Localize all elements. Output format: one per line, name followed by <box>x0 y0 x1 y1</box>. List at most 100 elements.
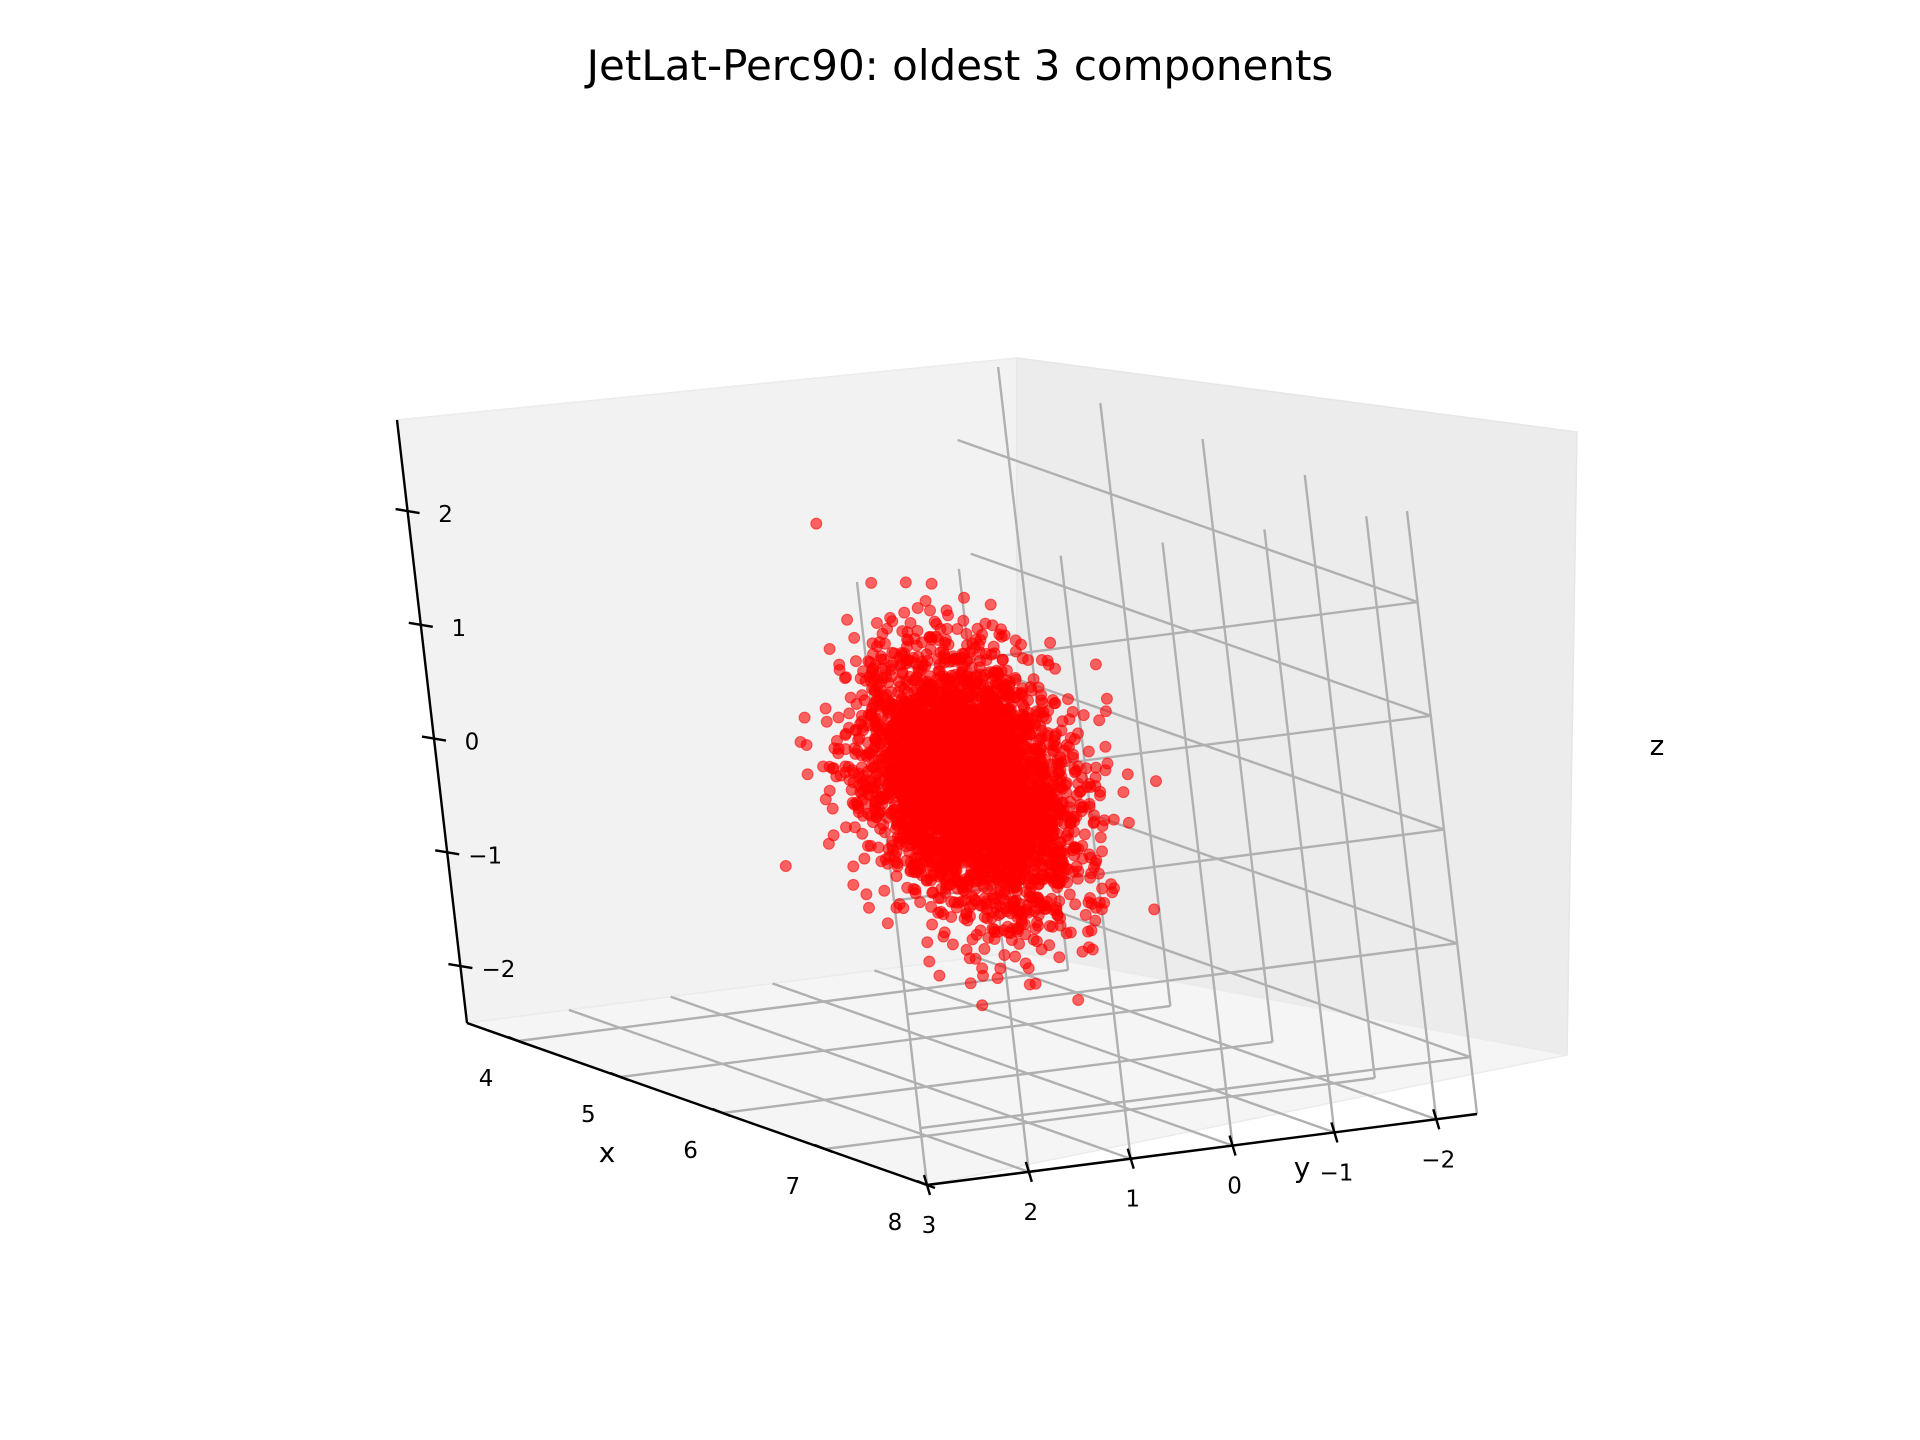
z-tick-mark <box>395 507 420 515</box>
z-tick-label: −1 <box>468 843 502 869</box>
scatter-point <box>954 794 967 807</box>
scatter-point <box>933 763 945 776</box>
scatter-point <box>847 860 860 873</box>
scatter-point <box>847 878 860 891</box>
scatter-point <box>1117 786 1130 799</box>
scatter-point <box>911 809 924 821</box>
scatter-point <box>898 606 911 619</box>
grid-line-y-floor <box>772 982 1233 1147</box>
scatter-point <box>827 829 840 842</box>
scatter-point <box>832 711 845 724</box>
scatter-point <box>968 837 981 850</box>
scatter-point <box>982 931 995 944</box>
y-axis-label: y <box>1294 1151 1311 1184</box>
scatter-point <box>899 576 912 589</box>
scatter-point <box>1035 741 1047 754</box>
scatter-point <box>937 737 950 750</box>
scatter-point <box>945 911 958 923</box>
scatter-point <box>927 810 940 823</box>
scatter-point <box>1093 714 1106 727</box>
scatter-point <box>1150 775 1162 788</box>
scatter-point <box>990 773 1003 786</box>
grid-line-y-wall <box>1365 516 1438 1120</box>
scatter-point <box>840 671 852 684</box>
scatter-point <box>1105 878 1117 891</box>
scatter-point <box>948 896 961 909</box>
grid-line-z-right-wall <box>920 1055 1471 1130</box>
grid-line-z-left-wall <box>983 666 1445 831</box>
scatter-point <box>1053 951 1066 964</box>
scatter-point <box>966 854 979 867</box>
scatter-point <box>916 674 929 687</box>
scatter-point <box>1096 845 1108 858</box>
scatter-point <box>887 844 900 857</box>
scatter-point <box>1061 863 1074 875</box>
scatter-point <box>894 831 907 844</box>
scatter-point <box>939 873 952 885</box>
scatter-point <box>932 790 945 803</box>
scatter-point <box>856 827 869 840</box>
x-tick-label: 6 <box>683 1138 698 1164</box>
scatter-point <box>975 741 988 754</box>
scatter-point <box>959 711 972 724</box>
scatter-point <box>985 719 998 732</box>
scatter-point <box>954 842 967 855</box>
scatter-point <box>931 692 944 705</box>
scatter-point <box>903 846 916 858</box>
scatter-point <box>1083 800 1096 813</box>
scatter-point <box>973 682 986 694</box>
scatter-point <box>1083 941 1095 954</box>
scatter-point <box>893 898 906 910</box>
scatter-point <box>1078 828 1091 841</box>
scatter-point <box>869 795 882 807</box>
scatter-point <box>830 770 843 783</box>
scatter-point <box>1089 857 1102 870</box>
scatter-point <box>900 654 913 667</box>
scatter-point <box>921 859 934 872</box>
y-tick-mark <box>1126 1148 1135 1170</box>
x-tick-label: 4 <box>479 1066 494 1092</box>
scatter-point <box>973 823 986 836</box>
scatter-point <box>960 906 973 919</box>
scatter-point <box>939 674 952 687</box>
scatter-point <box>1045 858 1058 871</box>
scatter-point <box>937 715 950 728</box>
y-axis-line <box>926 1112 1478 1187</box>
x-tick-mark <box>609 1071 629 1082</box>
scatter-point <box>1100 692 1113 705</box>
scatter-point <box>1084 781 1097 793</box>
scatter-point <box>892 809 905 822</box>
scatter-point <box>832 742 845 755</box>
z-tick-mark <box>448 962 473 970</box>
grid-line-z-left-wall <box>957 438 1418 604</box>
scatter-point <box>1092 867 1105 880</box>
scatter-point <box>1148 903 1161 916</box>
scatter-point <box>965 802 978 815</box>
scatter-point <box>923 955 936 968</box>
scatter-point <box>963 952 976 965</box>
scatter-point <box>841 613 854 626</box>
scatter-point <box>994 962 1007 975</box>
scatter-point <box>882 726 895 739</box>
grid-line-z-left-wall <box>970 552 1432 717</box>
scatter-point <box>946 938 959 951</box>
z-tick-label: 2 <box>438 502 453 528</box>
scatter-point <box>987 762 999 775</box>
scatter-point <box>932 906 945 919</box>
scatter-point <box>779 860 792 872</box>
scatter-point <box>933 969 946 982</box>
y-tick-mark <box>922 1174 932 1196</box>
scatter-point <box>1099 740 1112 753</box>
scatter-point <box>934 773 947 786</box>
grid-line-y-wall <box>1161 542 1234 1146</box>
scatter-point <box>878 750 891 763</box>
scatter-point <box>997 848 1010 861</box>
scatter-point <box>905 798 918 811</box>
scatter-point <box>920 874 933 887</box>
scatter-point <box>851 744 864 757</box>
scatter-point <box>1044 636 1057 649</box>
scatter-point <box>860 888 873 901</box>
scatter-point <box>1085 924 1098 937</box>
grid-line-x-floor <box>620 1004 1171 1079</box>
scatter-point <box>900 771 912 784</box>
